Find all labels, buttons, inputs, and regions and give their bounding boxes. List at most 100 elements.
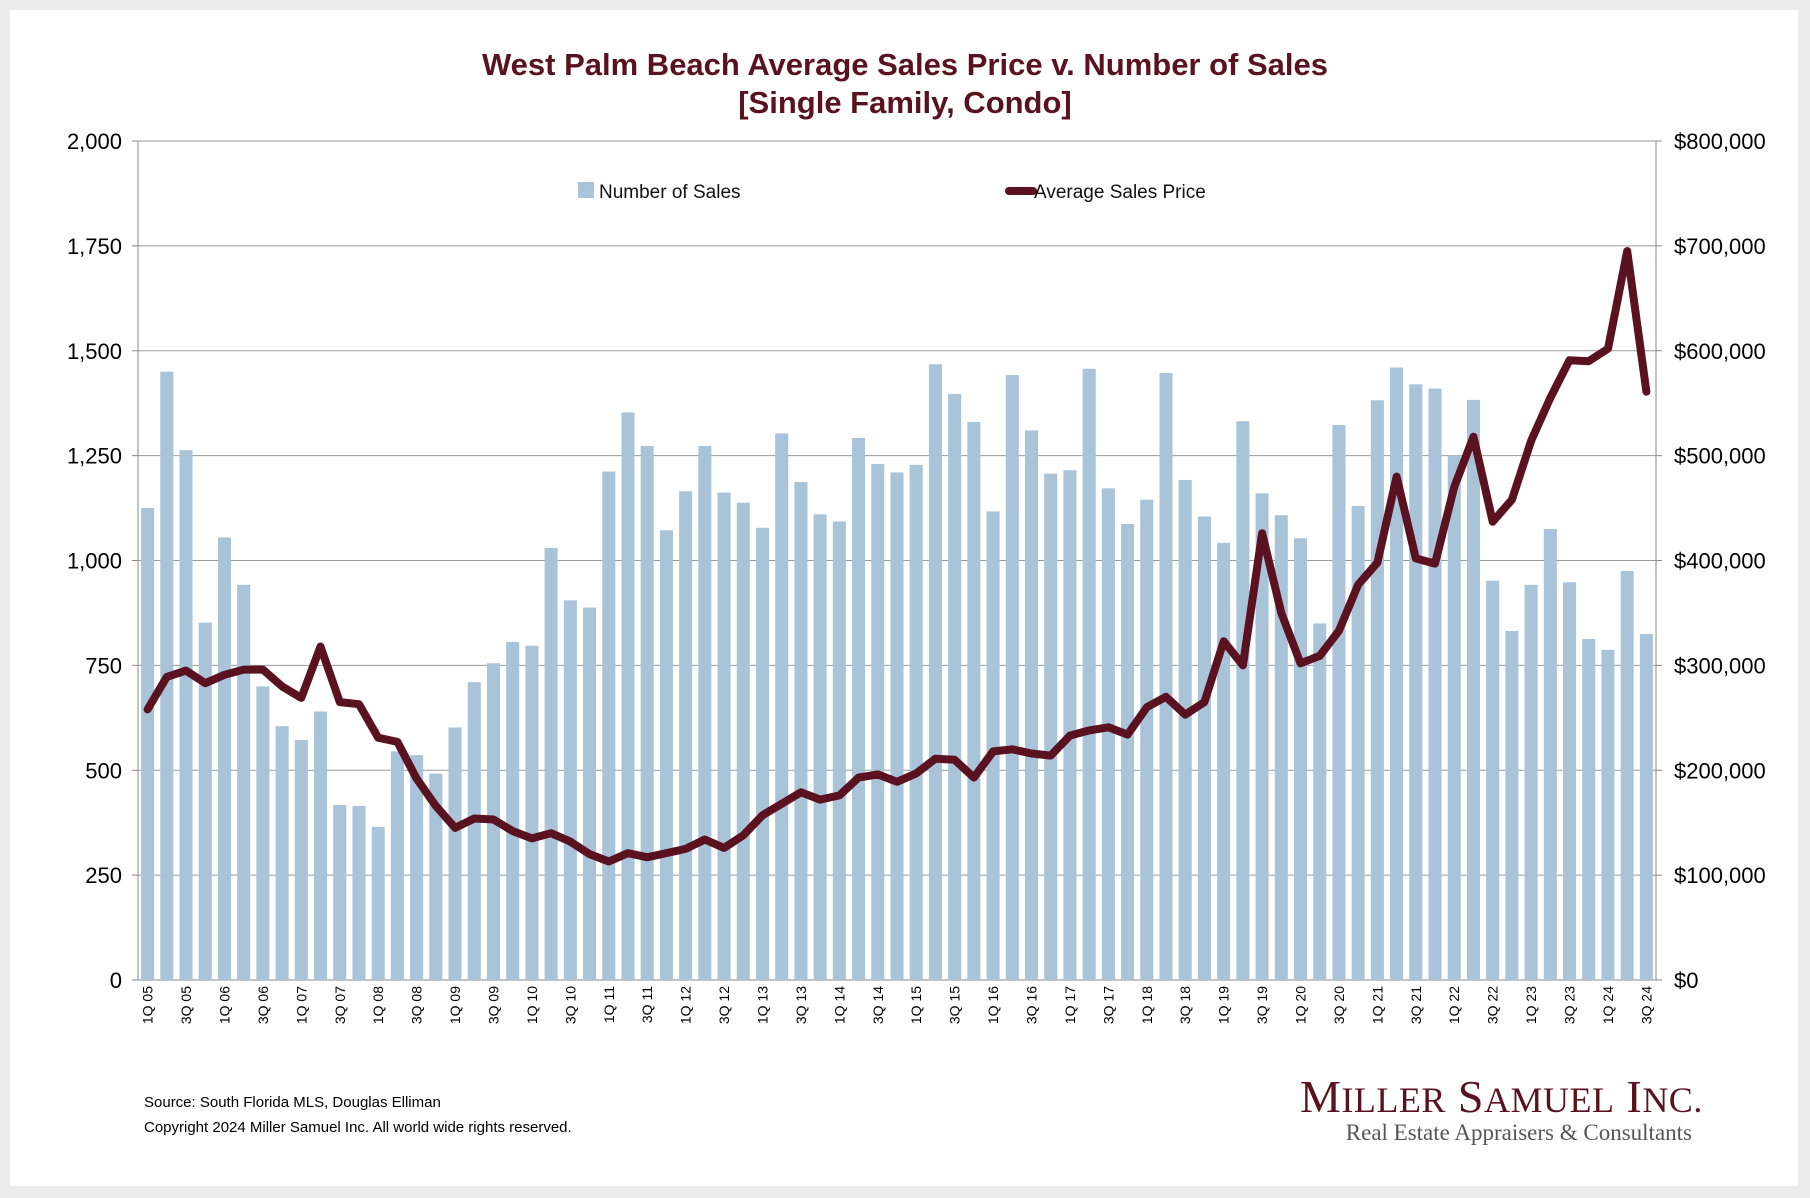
y-left-tick-label: 500: [85, 758, 122, 783]
bar-number-of-sales: [583, 607, 597, 980]
y-left-tick-label: 0: [110, 968, 122, 993]
x-tick-label: 1Q 11: [601, 986, 617, 1023]
source-note: Source: South Florida MLS, Douglas Ellim…: [144, 1094, 441, 1111]
x-tick-label: 3Q 05: [178, 986, 194, 1024]
bar-number-of-sales: [1044, 473, 1058, 980]
bar-number-of-sales: [198, 622, 212, 980]
x-tick-label: 3Q 06: [255, 986, 271, 1024]
x-tick-label: 3Q 13: [793, 986, 809, 1024]
bar-number-of-sales: [1466, 399, 1480, 980]
x-tick-label: 1Q 21: [1369, 986, 1385, 1024]
x-tick-label: 3Q 20: [1331, 986, 1347, 1024]
y-right-tick-label: $500,000: [1674, 444, 1766, 469]
bar-number-of-sales: [948, 393, 962, 980]
x-tick-label: 1Q 16: [985, 986, 1001, 1024]
bar-number-of-sales: [1255, 493, 1269, 980]
bar-number-of-sales: [1562, 582, 1577, 980]
x-tick-label: 3Q 22: [1485, 986, 1501, 1024]
y-right-tick-label: $200,000: [1674, 758, 1766, 783]
bar-number-of-sales: [928, 364, 942, 980]
bar-number-of-sales: [294, 740, 308, 980]
legend-label-number-of-sales: Number of Sales: [599, 182, 741, 203]
x-tick-label: 3Q 08: [409, 986, 425, 1024]
company-tagline: Real Estate Appraisers & Consultants: [1345, 1120, 1692, 1145]
bar-number-of-sales: [909, 464, 923, 980]
x-tick-label: 1Q 15: [908, 986, 924, 1024]
x-tick-label: 1Q 20: [1293, 986, 1309, 1024]
bar-number-of-sales: [314, 711, 328, 980]
legend-label-average-sales-price: Average Sales Price: [1034, 182, 1206, 203]
x-tick-label: 3Q 16: [1024, 986, 1040, 1024]
x-tick-label: 1Q 12: [678, 986, 694, 1024]
x-tick-label: 1Q 22: [1446, 986, 1462, 1024]
x-tick-label: 3Q 24: [1638, 986, 1654, 1024]
x-tick-label: 3Q 23: [1562, 986, 1578, 1024]
bar-number-of-sales: [1639, 633, 1653, 980]
x-tick-label: 3Q 09: [485, 986, 501, 1024]
x-tick-label: 3Q 10: [562, 986, 578, 1024]
bar-number-of-sales: [967, 422, 981, 980]
bar-number-of-sales: [1620, 570, 1634, 980]
bar-number-of-sales: [544, 547, 558, 980]
bar-number-of-sales: [1428, 388, 1442, 980]
bar-number-of-sales: [1390, 367, 1404, 980]
bar-number-of-sales: [506, 641, 520, 980]
x-tick-label: 3Q 14: [870, 986, 886, 1024]
bar-number-of-sales: [1524, 584, 1538, 980]
x-tick-label: 3Q 07: [332, 986, 348, 1024]
bar-number-of-sales: [333, 805, 347, 980]
bar-number-of-sales: [1543, 529, 1557, 980]
bar-number-of-sales: [390, 751, 404, 980]
y-right-tick-label: $400,000: [1674, 549, 1766, 574]
copyright-note: Copyright 2024 Miller Samuel Inc. All wo…: [144, 1119, 572, 1136]
x-tick-label: 1Q 06: [216, 986, 232, 1024]
y-left-tick-label: 250: [85, 863, 122, 888]
x-tick-label: 3Q 12: [716, 986, 732, 1024]
bar-number-of-sales: [1486, 580, 1500, 980]
bar-number-of-sales: [1121, 524, 1135, 980]
bar-number-of-sales: [1217, 542, 1231, 980]
bar-number-of-sales: [237, 584, 251, 980]
bar-number-of-sales: [275, 726, 289, 980]
bar-number-of-sales: [1447, 455, 1461, 980]
bar-number-of-sales: [371, 826, 385, 980]
bar-number-of-sales: [1159, 372, 1173, 980]
y-left-tick-label: 1,750: [67, 234, 122, 259]
bar-number-of-sales: [1601, 649, 1615, 980]
x-tick-label: 1Q 09: [447, 986, 463, 1024]
bar-number-of-sales: [1197, 516, 1211, 980]
x-tick-label: 1Q 14: [831, 986, 847, 1024]
x-tick-label: 3Q 17: [1100, 986, 1116, 1024]
y-right-tick-label: $0: [1674, 968, 1698, 993]
bar-number-of-sales: [256, 686, 270, 980]
x-tick-label: 3Q 15: [947, 986, 963, 1024]
bar-number-of-sales: [352, 805, 366, 980]
line-average-sales-price: [143, 247, 1651, 866]
bar-number-of-sales: [525, 645, 539, 980]
bar-number-of-sales: [890, 472, 904, 980]
y-right-tick-label: $800,000: [1674, 129, 1766, 154]
y-right-tick-label: $100,000: [1674, 863, 1766, 888]
bar-number-of-sales: [1332, 425, 1346, 981]
bar-number-of-sales: [410, 755, 424, 980]
x-tick-label: 1Q 08: [370, 986, 386, 1024]
bar-number-of-sales: [1082, 368, 1096, 980]
bar-number-of-sales: [1101, 488, 1115, 980]
y-left-tick-label: 750: [85, 653, 122, 678]
bar-number-of-sales: [1024, 430, 1039, 981]
x-tick-label: 3Q 19: [1254, 986, 1270, 1024]
bar-number-of-sales: [755, 527, 770, 980]
bar-number-of-sales: [621, 412, 635, 980]
bar-number-of-sales: [1178, 479, 1192, 980]
x-tick-label: 1Q 19: [1216, 986, 1232, 1024]
chart-title: West Palm Beach Average Sales Price v. N…: [481, 47, 1328, 82]
bar-number-of-sales: [179, 450, 193, 980]
bar-number-of-sales: [736, 502, 750, 980]
legend-swatch-number-of-sales: [578, 182, 594, 198]
chart-subtitle: [Single Family, Condo]: [738, 85, 1072, 120]
x-tick-label: 1Q 10: [524, 986, 540, 1024]
bar-number-of-sales: [871, 464, 885, 980]
bar-number-of-sales: [1005, 375, 1019, 980]
bar-number-of-sales: [1582, 638, 1596, 980]
bar-number-of-sales: [813, 514, 827, 980]
